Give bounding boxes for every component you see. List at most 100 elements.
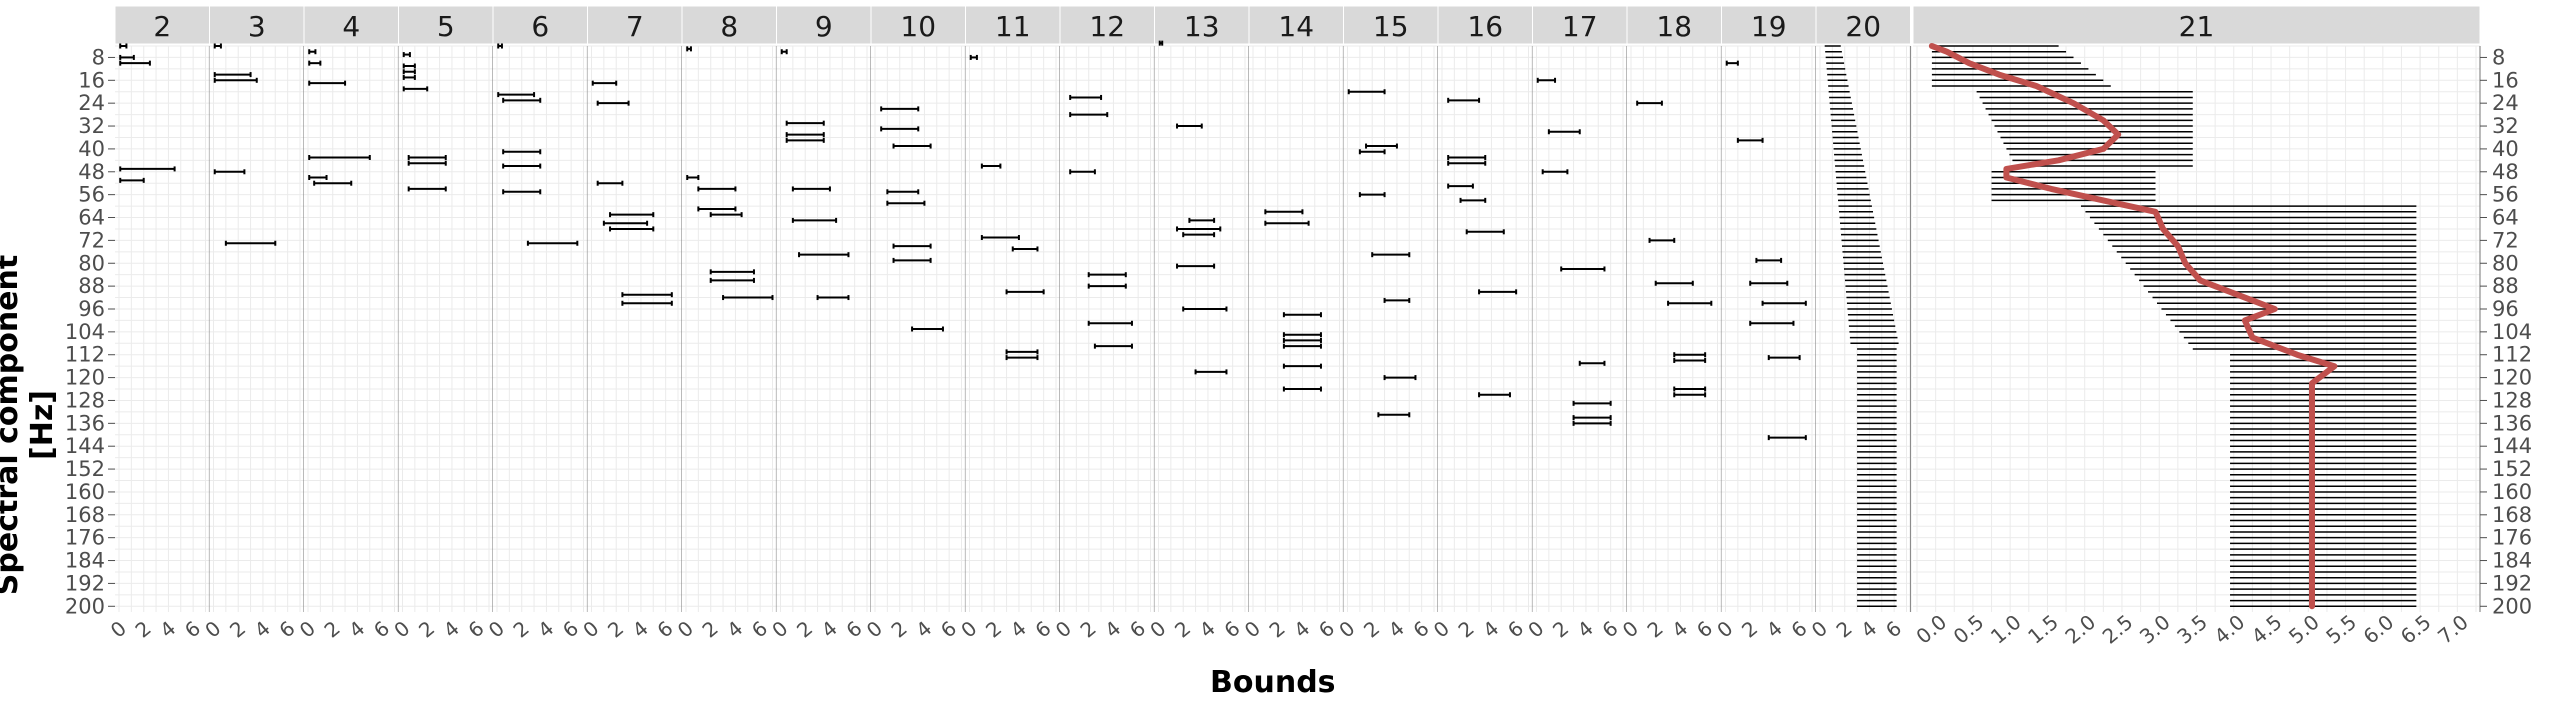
y-tick-label-left: 96 — [78, 297, 105, 321]
y-tick-label-right: 200 — [2492, 594, 2532, 618]
panel-strip-label: 18 — [1656, 10, 1692, 43]
x-tick-label: 4 — [1667, 616, 1692, 643]
y-tick-label-right: 176 — [2492, 526, 2532, 550]
x-tick-label: 0 — [767, 616, 792, 643]
x-tick-label: 0 — [862, 616, 887, 643]
x-tick-label: 0 — [1429, 616, 1454, 643]
panel-strip — [870, 5, 966, 45]
x-tick-label: 0 — [1145, 616, 1170, 643]
y-tick-label-right: 96 — [2492, 297, 2519, 321]
x-tick-label: 4 — [628, 616, 653, 643]
y-tick-label-left: 152 — [65, 457, 105, 481]
x-tick-label: 0 — [578, 616, 603, 643]
panel-background — [682, 46, 777, 612]
x-tick-label: 2 — [603, 616, 628, 643]
x-tick-label: 4 — [1856, 616, 1881, 643]
panel-strip — [1532, 5, 1628, 45]
x-tick-label: 6.0 — [2359, 610, 2399, 649]
x-tick-label: 0.5 — [1949, 610, 1989, 649]
x-tick-label: 6 — [936, 616, 961, 643]
y-tick-label-right: 80 — [2492, 251, 2519, 275]
panel-strip-label: 7 — [626, 10, 644, 43]
x-tick-label: 2 — [697, 616, 722, 643]
x-tick-label: 6 — [1125, 616, 1150, 643]
panel-background — [776, 46, 871, 612]
x-tick-label: 4.0 — [2209, 610, 2249, 649]
panel-strip — [1154, 5, 1250, 45]
panel-strip-label: 20 — [1845, 10, 1881, 43]
panel-background — [493, 46, 588, 612]
panel-strip-label: 10 — [900, 10, 936, 43]
y-tick-label-left: 16 — [78, 68, 105, 92]
panel-strip — [303, 5, 399, 45]
x-tick-label: 2 — [130, 616, 155, 643]
panel-strip-label: 11 — [995, 10, 1031, 43]
panel-strip — [1437, 5, 1533, 45]
x-tick-label: 0 — [1523, 616, 1548, 643]
x-tick-label: 6 — [841, 616, 866, 643]
y-tick-label-left: 112 — [65, 343, 105, 367]
panel-strip-label: 21 — [2179, 10, 2215, 43]
panel-strip-label: 4 — [342, 10, 360, 43]
y-tick-label-left: 184 — [65, 549, 105, 573]
x-tick-label: 2.0 — [2060, 610, 2100, 649]
x-tick-label: 1.5 — [2023, 610, 2063, 649]
y-tick-label-right: 104 — [2492, 320, 2532, 344]
x-tick-label: 5.0 — [2284, 610, 2324, 649]
x-tick-label: 3.0 — [2135, 610, 2175, 649]
x-tick-label: 0 — [106, 616, 131, 643]
y-tick-label-right: 136 — [2492, 411, 2532, 435]
x-tick-label: 7.0 — [2433, 610, 2473, 649]
panel-strip-label: 5 — [437, 10, 455, 43]
y-tick-label-left: 56 — [78, 183, 105, 207]
x-tick-label: 2 — [1170, 616, 1195, 643]
y-tick-label-right: 56 — [2492, 183, 2519, 207]
y-tick-label-right: 120 — [2492, 366, 2532, 390]
x-tick-label: 4 — [1573, 616, 1598, 643]
y-tick-label-left: 40 — [78, 137, 105, 161]
x-tick-label: 4 — [344, 616, 369, 643]
x-tick-label: 2 — [981, 616, 1006, 643]
x-tick-label: 0 — [1240, 616, 1265, 643]
x-tick-label: 0 — [673, 616, 698, 643]
y-tick-label-right: 48 — [2492, 160, 2519, 184]
x-tick-label: 2 — [1548, 616, 1573, 643]
y-tick-label-left: 120 — [65, 366, 105, 390]
x-tick-label: 2 — [508, 616, 533, 643]
y-tick-label-right: 112 — [2492, 343, 2532, 367]
x-tick-label: 4 — [439, 616, 464, 643]
x-tick-label: 1.0 — [1986, 610, 2026, 649]
x-tick-label: 6 — [747, 616, 772, 643]
x-tick-label: 2 — [1359, 616, 1384, 643]
y-tick-label-right: 32 — [2492, 114, 2519, 138]
panel-background — [1627, 46, 1722, 612]
x-tick-label: 4 — [1384, 616, 1409, 643]
x-tick-label: 6 — [274, 616, 299, 643]
y-tick-label-left: 64 — [78, 206, 105, 230]
panel-background — [304, 46, 399, 612]
panel-strip — [114, 5, 210, 45]
panel-strip — [587, 5, 683, 45]
x-tick-label: 2 — [319, 616, 344, 643]
x-tick-label: 6 — [1314, 616, 1339, 643]
x-tick-label: 0 — [295, 616, 320, 643]
y-tick-label-right: 168 — [2492, 503, 2532, 527]
x-tick-label: 2 — [1075, 616, 1100, 643]
panel-strip-label: 19 — [1751, 10, 1787, 43]
x-tick-label: 4 — [722, 616, 747, 643]
panel-strip — [1815, 5, 1911, 45]
panel-strip-label: 8 — [720, 10, 738, 43]
y-tick-label-left: 128 — [65, 388, 105, 412]
x-tick-label: 2 — [1453, 616, 1478, 643]
panel-background — [115, 46, 210, 612]
panel-background — [209, 46, 304, 612]
y-tick-label-left: 32 — [78, 114, 105, 138]
x-tick-label: 2 — [1642, 616, 1667, 643]
x-tick-label: 4 — [1195, 616, 1220, 643]
x-tick-label: 4 — [1006, 616, 1031, 643]
y-tick-label-right: 8 — [2492, 45, 2505, 69]
x-tick-label: 6 — [1692, 616, 1717, 643]
panel-background — [1154, 46, 1249, 612]
panel-strip — [492, 5, 588, 45]
x-tick-label: 4 — [1478, 616, 1503, 643]
